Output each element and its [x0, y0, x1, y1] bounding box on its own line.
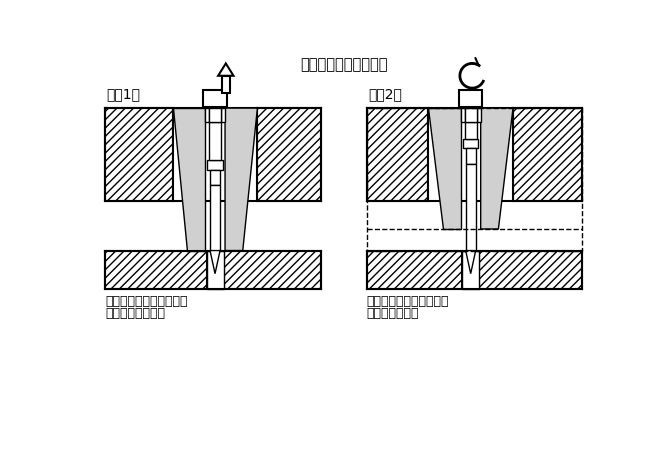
- Bar: [105, 251, 206, 290]
- Bar: [367, 109, 428, 201]
- Text: 以使凹模浮起。: 以使凹模浮起。: [367, 306, 419, 319]
- Bar: [210, 170, 220, 186]
- Bar: [105, 109, 173, 201]
- Bar: [466, 164, 476, 251]
- Bar: [464, 123, 477, 140]
- Bar: [367, 251, 462, 290]
- Polygon shape: [480, 109, 513, 230]
- Text: （例2）: （例2）: [368, 87, 402, 101]
- Bar: [209, 109, 221, 123]
- Bar: [479, 251, 583, 290]
- Bar: [210, 186, 220, 251]
- Text: 将螺格拧入拉拔螺纹中，: 将螺格拧入拉拔螺纹中，: [367, 295, 449, 308]
- Bar: [224, 251, 321, 290]
- Polygon shape: [218, 64, 234, 77]
- Polygon shape: [210, 251, 220, 274]
- Bar: [209, 109, 221, 123]
- Text: 然后从板中拉出。: 然后从板中拉出。: [105, 306, 165, 319]
- Bar: [513, 109, 583, 201]
- Bar: [209, 123, 221, 161]
- Bar: [173, 109, 257, 201]
- Bar: [428, 109, 513, 201]
- Bar: [222, 77, 230, 94]
- Bar: [466, 149, 476, 164]
- Polygon shape: [225, 109, 257, 251]
- Bar: [206, 251, 224, 290]
- Polygon shape: [428, 109, 461, 230]
- Bar: [257, 109, 321, 201]
- Bar: [208, 161, 222, 170]
- Bar: [461, 109, 480, 123]
- Polygon shape: [173, 109, 205, 251]
- Bar: [464, 109, 477, 123]
- Bar: [204, 90, 226, 107]
- Bar: [464, 109, 477, 123]
- Text: （例1）: （例1）: [106, 87, 140, 101]
- Bar: [367, 109, 583, 251]
- Bar: [205, 109, 225, 123]
- Text: 将螺格拧入拉拔螺纹中，: 将螺格拧入拉拔螺纹中，: [105, 295, 187, 308]
- Bar: [463, 140, 478, 149]
- Text: （拉拔螺纹使用范例）: （拉拔螺纹使用范例）: [300, 57, 388, 72]
- Polygon shape: [466, 251, 476, 274]
- Bar: [459, 90, 482, 107]
- Bar: [462, 251, 479, 290]
